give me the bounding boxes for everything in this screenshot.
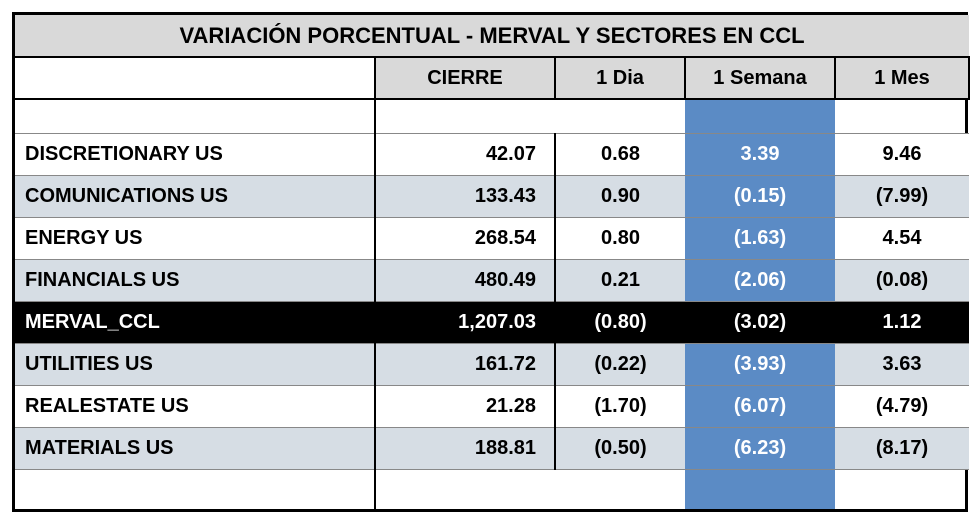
cell-day: (0.22) — [555, 343, 685, 385]
footer-row — [15, 469, 969, 509]
cell-day: 0.21 — [555, 259, 685, 301]
cell-month: (0.08) — [835, 259, 969, 301]
table-row: MERVAL_CCL1,207.03(0.80)(3.02)1.12 — [15, 301, 969, 343]
spacer-cell — [835, 99, 969, 133]
footer-cell-highlight — [685, 469, 835, 509]
table-row: FINANCIALS US480.490.21(2.06)(0.08) — [15, 259, 969, 301]
cell-day: 0.68 — [555, 133, 685, 175]
cell-day: 0.80 — [555, 217, 685, 259]
spacer-cell — [375, 99, 555, 133]
header-day: 1 Dia — [555, 57, 685, 99]
cell-cierre: 268.54 — [375, 217, 555, 259]
cell-cierre: 161.72 — [375, 343, 555, 385]
header-row: CIERRE 1 Dia 1 Semana 1 Mes — [15, 57, 969, 99]
cell-month: (8.17) — [835, 427, 969, 469]
cell-name: COMUNICATIONS US — [15, 175, 375, 217]
cell-month: 1.12 — [835, 301, 969, 343]
cell-name: DISCRETIONARY US — [15, 133, 375, 175]
footer-cell — [835, 469, 969, 509]
header-month: 1 Mes — [835, 57, 969, 99]
cell-name: ENERGY US — [15, 217, 375, 259]
spacer-cell — [15, 99, 375, 133]
cell-week: (3.02) — [685, 301, 835, 343]
header-week: 1 Semana — [685, 57, 835, 99]
cell-week: (6.07) — [685, 385, 835, 427]
cell-month: 4.54 — [835, 217, 969, 259]
cell-cierre: 21.28 — [375, 385, 555, 427]
table-row: MATERIALS US188.81(0.50)(6.23)(8.17) — [15, 427, 969, 469]
cell-cierre: 1,207.03 — [375, 301, 555, 343]
cell-cierre: 480.49 — [375, 259, 555, 301]
footer-cell — [555, 469, 685, 509]
footer-cell — [15, 469, 375, 509]
cell-day: 0.90 — [555, 175, 685, 217]
cell-day: (0.80) — [555, 301, 685, 343]
spacer-cell — [555, 99, 685, 133]
cell-name: REALESTATE US — [15, 385, 375, 427]
table-title: VARIACIÓN PORCENTUAL - MERVAL Y SECTORES… — [15, 15, 969, 57]
cell-week: (1.63) — [685, 217, 835, 259]
table-row: DISCRETIONARY US42.070.683.399.46 — [15, 133, 969, 175]
table-row: UTILITIES US161.72(0.22)(3.93)3.63 — [15, 343, 969, 385]
cell-name: FINANCIALS US — [15, 259, 375, 301]
cell-cierre: 188.81 — [375, 427, 555, 469]
table: VARIACIÓN PORCENTUAL - MERVAL Y SECTORES… — [15, 15, 970, 509]
cell-month: (4.79) — [835, 385, 969, 427]
cell-name: UTILITIES US — [15, 343, 375, 385]
cell-month: 3.63 — [835, 343, 969, 385]
header-blank — [15, 57, 375, 99]
cell-month: (7.99) — [835, 175, 969, 217]
cell-cierre: 133.43 — [375, 175, 555, 217]
cell-week: (0.15) — [685, 175, 835, 217]
cell-day: (0.50) — [555, 427, 685, 469]
variation-table: VARIACIÓN PORCENTUAL - MERVAL Y SECTORES… — [12, 12, 968, 512]
spacer-cell-highlight — [685, 99, 835, 133]
cell-name: MATERIALS US — [15, 427, 375, 469]
cell-week: 3.39 — [685, 133, 835, 175]
cell-cierre: 42.07 — [375, 133, 555, 175]
cell-week: (6.23) — [685, 427, 835, 469]
table-row: REALESTATE US21.28(1.70)(6.07)(4.79) — [15, 385, 969, 427]
table-row: ENERGY US268.540.80(1.63)4.54 — [15, 217, 969, 259]
title-row: VARIACIÓN PORCENTUAL - MERVAL Y SECTORES… — [15, 15, 969, 57]
cell-week: (2.06) — [685, 259, 835, 301]
cell-day: (1.70) — [555, 385, 685, 427]
cell-month: 9.46 — [835, 133, 969, 175]
table-row: COMUNICATIONS US133.430.90(0.15)(7.99) — [15, 175, 969, 217]
spacer-row — [15, 99, 969, 133]
footer-cell — [375, 469, 555, 509]
cell-week: (3.93) — [685, 343, 835, 385]
header-cierre: CIERRE — [375, 57, 555, 99]
cell-name: MERVAL_CCL — [15, 301, 375, 343]
